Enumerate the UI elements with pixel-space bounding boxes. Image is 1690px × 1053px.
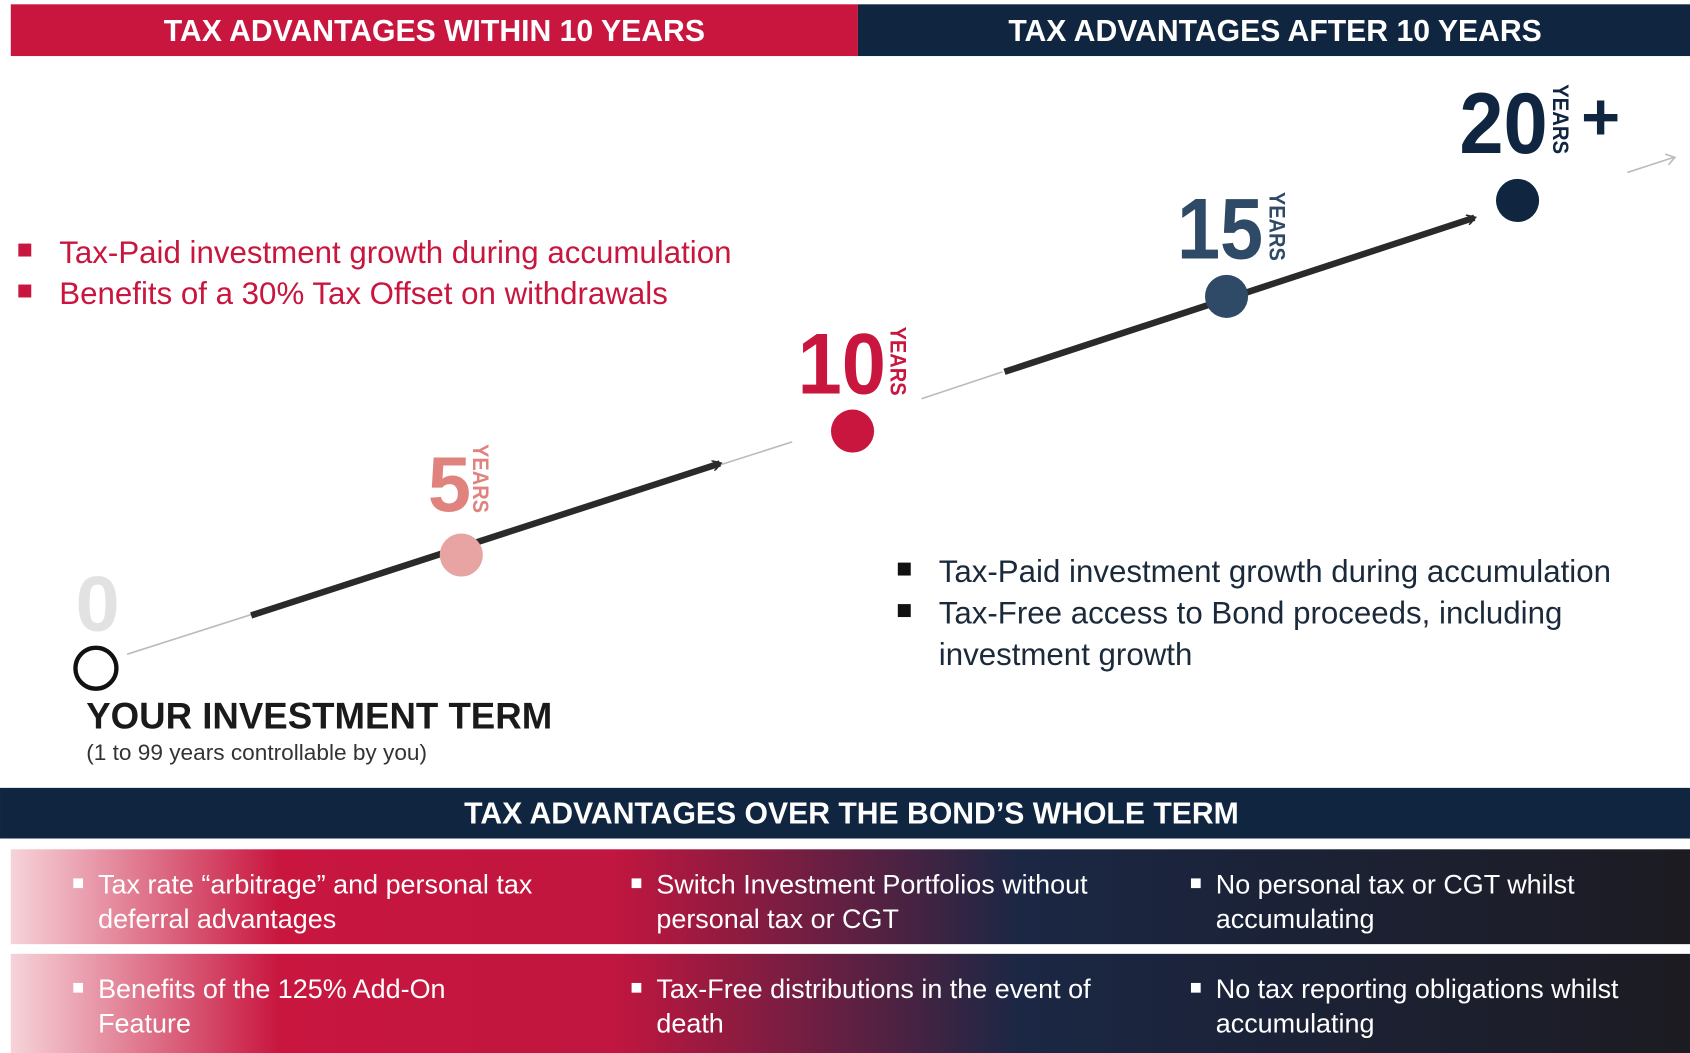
header-after: TAX ADVANTAGES AFTER 10 YEARS bbox=[1008, 15, 1541, 48]
milestone-number: 0 bbox=[75, 562, 119, 648]
milestone-dot bbox=[439, 533, 483, 577]
within-bullet: Benefits of a 30% Tax Offset on withdraw… bbox=[59, 276, 668, 311]
after-bullet: Tax-Free access to Bond proceeds, includ… bbox=[939, 596, 1563, 631]
milestone-unit: YEARS bbox=[468, 444, 493, 513]
whole-term-title: TAX ADVANTAGES OVER THE BOND’S WHOLE TER… bbox=[464, 797, 1239, 830]
milestone-dot bbox=[1204, 274, 1249, 318]
whole-term-bg bbox=[0, 787, 1690, 839]
progress-arrow bbox=[250, 463, 720, 619]
bullet-square bbox=[1190, 982, 1201, 993]
milestone-number: 15 bbox=[1177, 182, 1263, 278]
timeline-arrowhead bbox=[1664, 153, 1677, 166]
advantage-text: Tax rate “arbitrage” and personal tax bbox=[98, 869, 533, 899]
milestone-dot bbox=[73, 645, 119, 691]
after-bullet: Tax-Paid investment growth during accumu… bbox=[939, 554, 1611, 589]
milestone-dot bbox=[830, 409, 875, 453]
milestone-unit: YEARS bbox=[1265, 192, 1290, 261]
advantage-text: death bbox=[656, 1009, 723, 1039]
header-after-bg bbox=[857, 4, 1690, 57]
milestone-suffix: + bbox=[1581, 81, 1620, 155]
header-within: TAX ADVANTAGES WITHIN 10 YEARS bbox=[164, 15, 705, 48]
bullet-square bbox=[18, 284, 32, 298]
bullet-square bbox=[631, 982, 642, 993]
advantage-text: Tax-Free distributions in the event of bbox=[656, 974, 1091, 1004]
header-within-bg bbox=[10, 4, 858, 57]
bullet-square bbox=[73, 878, 84, 889]
milestone-number: 20 bbox=[1459, 76, 1547, 172]
term-subtitle: (1 to 99 years controllable by you) bbox=[86, 740, 427, 765]
advantage-text: personal tax or CGT bbox=[656, 904, 899, 934]
milestone-dot bbox=[1495, 178, 1540, 223]
advantage-text: accumulating bbox=[1216, 1009, 1375, 1039]
bullet-square bbox=[1190, 878, 1201, 889]
bullet-square bbox=[73, 982, 84, 993]
timeline-line bbox=[1627, 156, 1675, 174]
term-title: YOUR INVESTMENT TERM bbox=[86, 696, 552, 737]
milestone-number: 5 bbox=[428, 442, 471, 528]
advantage-row-bg bbox=[10, 849, 1690, 945]
bullet-square bbox=[18, 243, 32, 257]
milestone-number: 10 bbox=[798, 316, 886, 412]
advantage-text: No tax reporting obligations whilst bbox=[1216, 974, 1619, 1004]
bullet-square bbox=[631, 878, 642, 889]
after-bullet: investment growth bbox=[939, 637, 1193, 672]
advantage-text: No personal tax or CGT whilst bbox=[1216, 869, 1575, 899]
within-bullet: Tax-Paid investment growth during accumu… bbox=[59, 235, 731, 270]
advantage-row-bg bbox=[10, 953, 1690, 1053]
advantage-text: deferral advantages bbox=[98, 904, 336, 934]
advantage-text: Switch Investment Portfolios without bbox=[656, 869, 1088, 899]
advantage-text: accumulating bbox=[1216, 904, 1375, 934]
bullet-square bbox=[897, 562, 911, 576]
timeline-line bbox=[921, 371, 1003, 400]
milestone-unit: YEARS bbox=[1548, 84, 1573, 154]
advantage-text: Feature bbox=[98, 1009, 191, 1039]
advantage-text: Benefits of the 125% Add-On bbox=[98, 974, 445, 1004]
bullet-square bbox=[897, 604, 911, 618]
milestone-unit: YEARS bbox=[885, 327, 910, 396]
